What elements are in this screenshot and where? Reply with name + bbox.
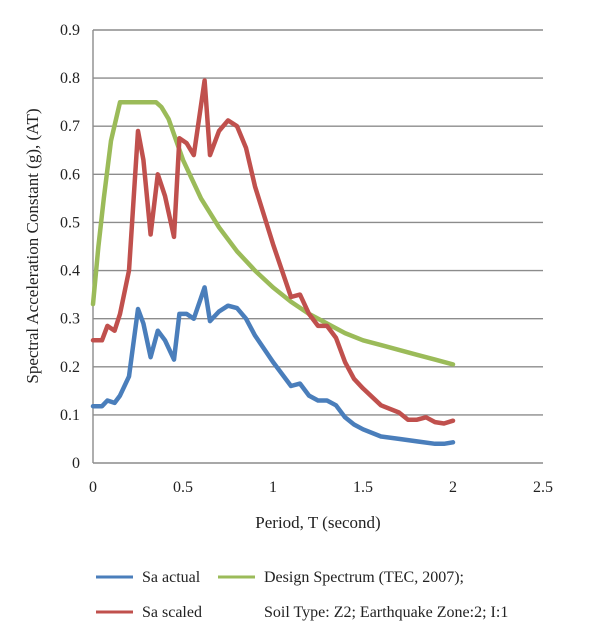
x-tick-label: 0 (89, 479, 97, 496)
x-tick-label: 2 (449, 479, 457, 496)
y-tick-label: 0.6 (60, 166, 80, 183)
series-line-design-spectrum-tec-2007 (90, 99, 456, 367)
x-axis-title: Period, T (second) (255, 513, 380, 532)
data-series (90, 78, 456, 447)
y-tick-label: 0.8 (60, 70, 80, 87)
axes (92, 30, 543, 464)
x-tick-label: 1.5 (353, 479, 373, 496)
y-tick-label: 0 (72, 455, 80, 472)
y-tick-label: 0.3 (60, 311, 80, 328)
series-line-sa-scaled (90, 78, 456, 426)
legend-label-sa-scaled: Sa scaled (142, 604, 202, 621)
y-tick-label: 0.4 (60, 263, 80, 280)
legend-label-sa-actual: Sa actual (142, 569, 201, 586)
y-tick-label: 0.7 (60, 118, 80, 135)
legend-note-soil-type: Soil Type: Z2; Earthquake Zone:2; I:1 (264, 604, 508, 621)
tick-labels: 0 0.1 0.2 0.3 0.4 0.5 0.6 0.7 0.8 0.9 0 0.5 1 1.5 2 2.5 (60, 22, 553, 496)
x-tick-label: 1 (269, 479, 277, 496)
y-tick-label: 0.1 (60, 407, 80, 424)
y-tick-label: 0.2 (60, 359, 80, 376)
y-tick-label: 0.5 (60, 214, 80, 231)
y-axis-title: Spectral Acceleration Constant (g), (AT) (23, 108, 42, 383)
series-line-sa-actual (90, 285, 456, 447)
gridlines (93, 29, 543, 416)
y-tick-label: 0.9 (60, 22, 80, 39)
legend-label-design-spectrum: Design Spectrum (TEC, 2007); (264, 569, 464, 586)
x-tick-label: 2.5 (533, 479, 553, 496)
legend: Sa actual Sa scaled Design Spectrum (TEC… (96, 569, 508, 621)
x-tick-label: 0.5 (173, 479, 193, 496)
